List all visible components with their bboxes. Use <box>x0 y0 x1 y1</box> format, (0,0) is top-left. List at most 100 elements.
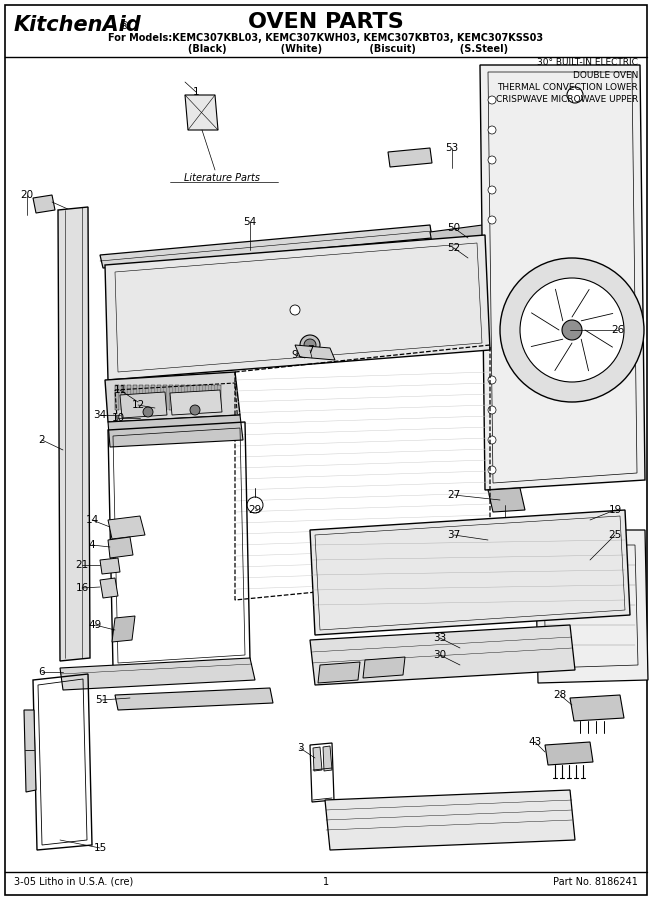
Polygon shape <box>485 525 520 548</box>
Text: 26: 26 <box>612 325 625 335</box>
Polygon shape <box>108 537 133 558</box>
Circle shape <box>290 305 300 315</box>
Polygon shape <box>115 688 273 710</box>
Polygon shape <box>535 530 648 683</box>
Text: 12: 12 <box>131 400 145 410</box>
Polygon shape <box>295 345 335 360</box>
Text: 10: 10 <box>111 413 125 423</box>
Text: 52: 52 <box>447 243 460 253</box>
Text: 3-05 Litho in U.S.A. (cre): 3-05 Litho in U.S.A. (cre) <box>14 877 133 887</box>
Text: For Models:KEMC307KBL03, KEMC307KWH03, KEMC307KBT03, KEMC307KSS03: For Models:KEMC307KBL03, KEMC307KWH03, K… <box>108 33 544 43</box>
Polygon shape <box>105 372 240 422</box>
Text: 33: 33 <box>434 633 447 643</box>
Circle shape <box>488 216 496 224</box>
Polygon shape <box>185 95 218 130</box>
Circle shape <box>520 278 624 382</box>
Polygon shape <box>181 385 185 410</box>
Polygon shape <box>120 392 167 418</box>
Text: 9: 9 <box>291 350 299 360</box>
Polygon shape <box>115 385 119 410</box>
Circle shape <box>143 407 153 417</box>
Text: 25: 25 <box>608 530 621 540</box>
Polygon shape <box>199 385 203 410</box>
Polygon shape <box>105 235 490 380</box>
Text: 2: 2 <box>38 435 45 445</box>
Text: 51: 51 <box>95 695 109 705</box>
Polygon shape <box>310 510 630 635</box>
Text: 11: 11 <box>113 385 126 395</box>
Polygon shape <box>170 390 222 415</box>
Polygon shape <box>24 710 36 792</box>
Text: 49: 49 <box>89 620 102 630</box>
Polygon shape <box>58 207 90 661</box>
Polygon shape <box>112 616 135 642</box>
Text: 1: 1 <box>193 87 200 97</box>
Circle shape <box>488 156 496 164</box>
Polygon shape <box>169 385 173 410</box>
Polygon shape <box>318 662 360 683</box>
Polygon shape <box>133 385 137 410</box>
Text: 53: 53 <box>445 143 458 153</box>
Polygon shape <box>187 385 191 410</box>
Circle shape <box>488 406 496 414</box>
Polygon shape <box>193 385 197 410</box>
Polygon shape <box>60 658 255 690</box>
Circle shape <box>567 87 583 103</box>
Polygon shape <box>157 385 161 410</box>
Circle shape <box>562 320 582 340</box>
Polygon shape <box>151 385 155 410</box>
Polygon shape <box>100 225 432 268</box>
Polygon shape <box>108 516 145 539</box>
Text: ®: ® <box>118 21 129 31</box>
Polygon shape <box>163 385 167 410</box>
Circle shape <box>190 405 200 415</box>
Polygon shape <box>310 625 575 685</box>
Text: OVEN PARTS: OVEN PARTS <box>248 12 404 32</box>
Polygon shape <box>545 742 593 765</box>
Text: 54: 54 <box>243 217 257 227</box>
Text: 21: 21 <box>76 560 89 570</box>
Polygon shape <box>388 148 432 167</box>
Text: 37: 37 <box>447 530 460 540</box>
Polygon shape <box>121 385 125 410</box>
Polygon shape <box>175 385 179 410</box>
Circle shape <box>488 466 496 474</box>
Text: 50: 50 <box>447 223 460 233</box>
Circle shape <box>488 436 496 444</box>
Polygon shape <box>205 385 209 410</box>
Polygon shape <box>108 415 243 447</box>
Text: 28: 28 <box>554 690 567 700</box>
Text: Literature Parts: Literature Parts <box>184 173 260 183</box>
Circle shape <box>247 497 263 513</box>
Text: 1: 1 <box>323 877 329 887</box>
Polygon shape <box>430 235 493 256</box>
Polygon shape <box>313 747 322 771</box>
Polygon shape <box>217 385 221 410</box>
Circle shape <box>304 339 316 351</box>
Text: 15: 15 <box>93 843 107 853</box>
Text: Part No. 8186241: Part No. 8186241 <box>553 877 638 887</box>
Text: 29: 29 <box>248 505 261 515</box>
Polygon shape <box>570 695 624 721</box>
Text: 4: 4 <box>89 540 95 550</box>
Text: KitchenAid: KitchenAid <box>14 15 141 35</box>
Polygon shape <box>100 578 118 598</box>
Circle shape <box>488 376 496 384</box>
Circle shape <box>300 335 320 355</box>
Text: 16: 16 <box>76 583 89 593</box>
Polygon shape <box>127 385 131 410</box>
Text: 34: 34 <box>93 410 107 420</box>
Polygon shape <box>145 385 149 410</box>
Text: 20: 20 <box>20 190 33 200</box>
Circle shape <box>488 126 496 134</box>
Circle shape <box>488 96 496 104</box>
Circle shape <box>500 258 644 402</box>
Text: (Black)                (White)              (Biscuit)             (S.Steel): (Black) (White) (Biscuit) (S.Steel) <box>144 44 508 54</box>
Polygon shape <box>430 224 492 243</box>
Text: 30° BUILT-IN ELECTRIC
DOUBLE OVEN
THERMAL CONVECTION LOWER
CRISPWAVE MICROWAVE U: 30° BUILT-IN ELECTRIC DOUBLE OVEN THERMA… <box>496 58 638 104</box>
Polygon shape <box>100 558 120 574</box>
Text: 3: 3 <box>297 743 303 753</box>
Polygon shape <box>323 746 332 771</box>
Text: 7: 7 <box>306 345 314 355</box>
Circle shape <box>488 186 496 194</box>
